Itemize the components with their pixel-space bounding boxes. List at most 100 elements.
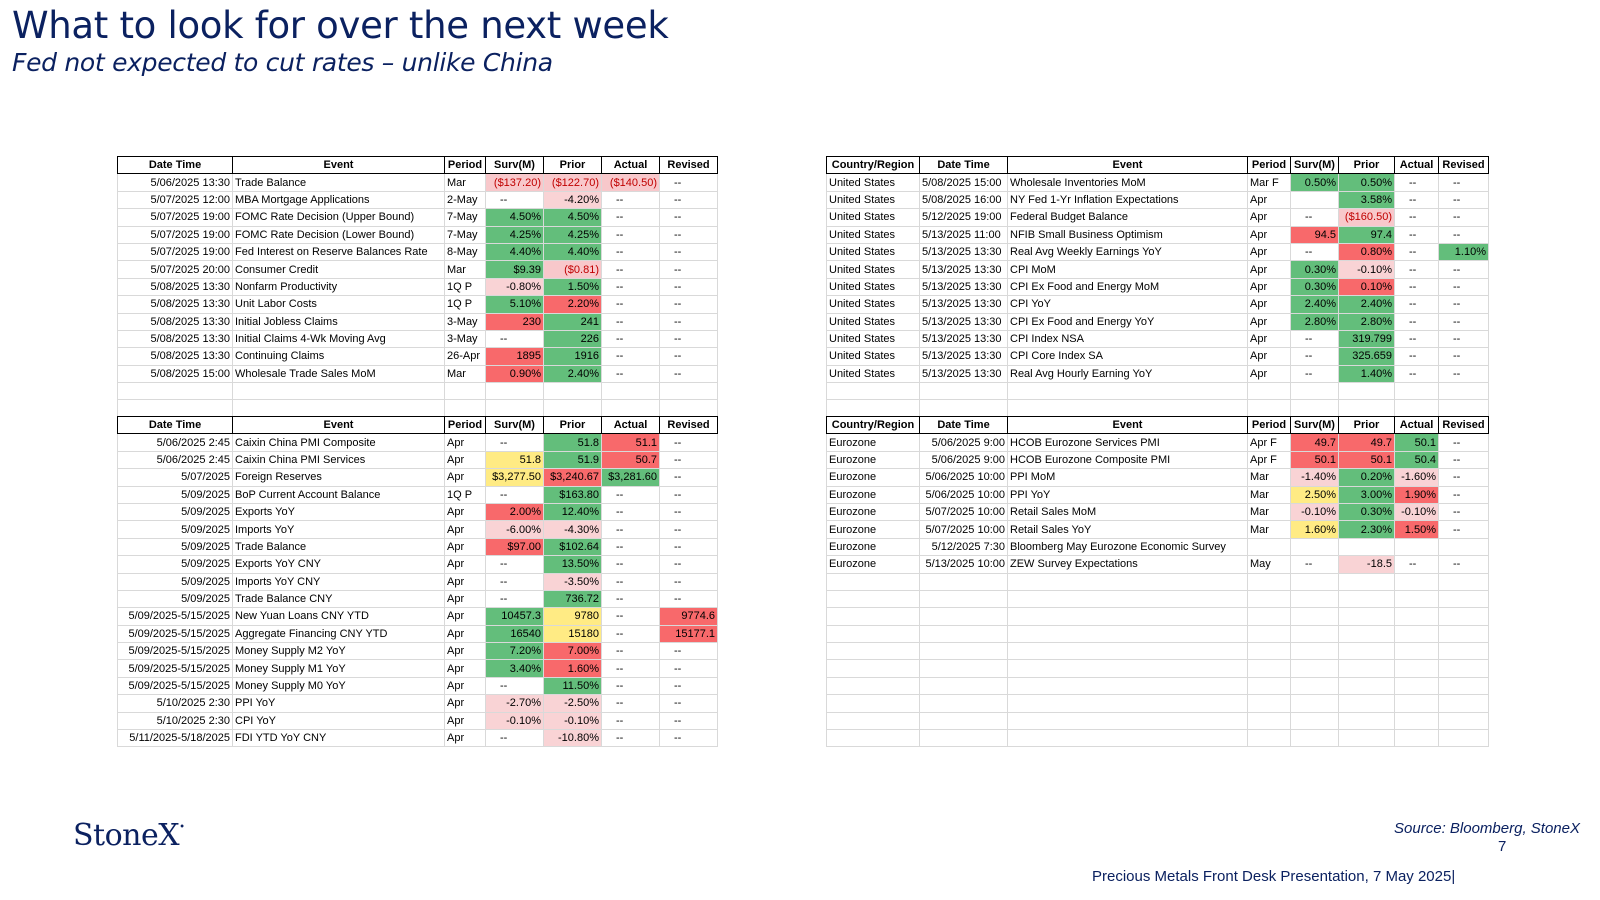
cell-period: Mar xyxy=(444,173,486,192)
blank-cell xyxy=(1290,607,1339,626)
cell-period: Apr xyxy=(444,676,486,696)
blank-row xyxy=(826,711,1489,731)
cell-revised: -- xyxy=(659,277,718,297)
cell-prior: 325.659 xyxy=(1338,347,1395,366)
blank-cell xyxy=(1394,607,1439,626)
blank-row xyxy=(826,607,1489,626)
cell-event: Retail Sales YoY xyxy=(1007,520,1248,539)
eurozone-calendar-table: Country/Region Date Time Event Period Surv(M… xyxy=(826,415,1489,748)
cell-event: Exports YoY xyxy=(232,502,445,522)
cell-prior: 0.80% xyxy=(1338,242,1395,262)
cell-date-time: 5/09/2025-5/15/2025 xyxy=(117,607,233,626)
blank-cell xyxy=(485,382,544,401)
blank-cell xyxy=(232,399,445,418)
cell-prior: 4.25% xyxy=(543,225,602,244)
cell-date-time: 5/07/2025 12:00 xyxy=(117,190,233,210)
cell-country-region: United States xyxy=(826,329,920,349)
cell-prior: 12.40% xyxy=(543,502,602,522)
blank-cell xyxy=(826,624,920,644)
cell-country-region: Eurozone xyxy=(826,537,920,557)
cell-prior: 49.7 xyxy=(1338,433,1395,452)
blank-row xyxy=(826,729,1489,748)
cell-actual: -- xyxy=(601,312,660,331)
blank-cell xyxy=(1007,572,1248,591)
cell-revised: -- xyxy=(1438,173,1489,192)
table-header-row: Date Time Event Period Surv(M) Prior Actual Re… xyxy=(117,415,718,435)
table-row: Eurozone 5/06/2025 10:00 PPI YoY Mar 2.50% 3.… xyxy=(826,485,1489,504)
cell-period xyxy=(1247,537,1291,557)
blank-cell xyxy=(1290,399,1339,418)
cell-surv-m: 2.00% xyxy=(485,502,544,522)
blank-cell xyxy=(1290,572,1339,591)
cell-event: Imports YoY CNY xyxy=(232,572,445,591)
cell-date-time: 5/12/2025 7:30 xyxy=(919,537,1008,557)
cell-revised: 1.10% xyxy=(1438,242,1489,262)
cell-revised: -- xyxy=(659,537,718,557)
footer-text: Precious Metals Front Desk Presentation,… xyxy=(1092,868,1456,885)
cell-surv-m: 0.90% xyxy=(485,364,544,384)
blank-cell xyxy=(919,624,1008,644)
cell-surv-m: $97.00 xyxy=(485,537,544,557)
blank-cell xyxy=(1007,676,1248,696)
blank-cell xyxy=(826,382,920,401)
cell-revised: -- xyxy=(659,329,718,349)
cell-event: Nonfarm Productivity xyxy=(232,277,445,297)
table-row: 5/08/2025 13:30 Initial Jobless Claims 3-M… xyxy=(117,312,718,331)
cell-prior: $163.80 xyxy=(543,485,602,504)
cell-event: Money Supply M2 YoY xyxy=(232,642,445,661)
column-header-event: Event xyxy=(232,415,445,435)
cell-event: New Yuan Loans CNY YTD xyxy=(232,607,445,626)
cell-country-region: Eurozone xyxy=(826,433,920,452)
cell-revised: -- xyxy=(1438,433,1489,452)
cell-period: 3-May xyxy=(444,312,486,331)
cell-surv-m: 49.7 xyxy=(1290,433,1339,452)
cell-revised: -- xyxy=(1438,312,1489,331)
cell-actual: -- xyxy=(1394,208,1439,227)
cell-event: Wholesale Inventories MoM xyxy=(1007,173,1248,192)
column-header-actual: Actual xyxy=(601,155,660,175)
cell-surv-m: -1.40% xyxy=(1290,468,1339,487)
cell-surv-m: -- xyxy=(485,190,544,210)
blank-cell xyxy=(117,382,233,401)
blank-cell xyxy=(826,607,920,626)
cell-country-region: Eurozone xyxy=(826,555,920,574)
cell-event: Federal Budget Balance xyxy=(1007,208,1248,227)
table-row: 5/09/2025-5/15/2025 Money Supply M0 YoY Ap… xyxy=(117,676,718,696)
table-row: 5/09/2025-5/15/2025 Aggregate Financing C… xyxy=(117,624,718,644)
table-row: 5/06/2025 13:30 Trade Balance Mar ($137.20)… xyxy=(117,173,718,192)
cell-period: Apr xyxy=(1247,260,1291,279)
blank-cell xyxy=(826,399,920,418)
cell-prior: 51.8 xyxy=(543,433,602,452)
blank-cell xyxy=(543,399,602,418)
cell-event: Initial Jobless Claims xyxy=(232,312,445,331)
cell-prior: 2.40% xyxy=(543,364,602,384)
blank-cell xyxy=(1290,382,1339,401)
blank-cell xyxy=(826,589,920,609)
cell-actual: -- xyxy=(601,502,660,522)
table-row: 5/09/2025 BoP Current Account Balance 1Q P… xyxy=(117,485,718,504)
cell-event: CPI YoY xyxy=(232,711,445,731)
cell-revised: -- xyxy=(659,450,718,470)
blank-cell xyxy=(1438,711,1489,731)
cell-date-time: 5/08/2025 13:30 xyxy=(117,295,233,314)
blank-cell xyxy=(1007,607,1248,626)
cell-period: 3-May xyxy=(444,329,486,349)
cell-prior: 2.80% xyxy=(1338,312,1395,331)
column-header-revised: Revised xyxy=(1438,415,1489,435)
cell-revised: -- xyxy=(659,173,718,192)
blank-row xyxy=(117,382,718,401)
table-row: 5/08/2025 13:30 Nonfarm Productivity 1Q P-… xyxy=(117,277,718,297)
cell-country-region: United States xyxy=(826,225,920,244)
cell-date-time: 5/08/2025 15:00 xyxy=(919,173,1008,192)
cell-prior: 0.50% xyxy=(1338,173,1395,192)
cell-surv-m: 0.50% xyxy=(1290,173,1339,192)
table-header-row: Date Time Event Period Surv(M) Prior Actual Re… xyxy=(117,155,718,175)
cell-actual: -- xyxy=(1394,312,1439,331)
cell-surv-m: -- xyxy=(485,589,544,609)
column-header-actual: Actual xyxy=(1394,155,1439,175)
cell-actual: -- xyxy=(601,589,660,609)
cell-surv-m: -- xyxy=(1290,242,1339,262)
stonex-logo: StoneX• xyxy=(73,818,185,853)
cell-event: FOMC Rate Decision (Lower Bound) xyxy=(232,225,445,244)
cell-surv-m: 16540 xyxy=(485,624,544,644)
